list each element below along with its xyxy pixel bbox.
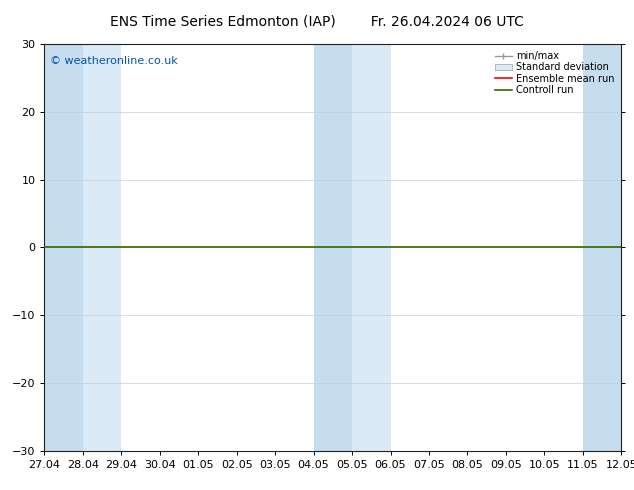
Bar <box>44 44 83 451</box>
Bar <box>352 44 391 451</box>
Text: ENS Time Series Edmonton (IAP)        Fr. 26.04.2024 06 UTC: ENS Time Series Edmonton (IAP) Fr. 26.04… <box>110 15 524 29</box>
Bar <box>83 44 121 451</box>
Bar <box>314 44 352 451</box>
Text: © weatheronline.co.uk: © weatheronline.co.uk <box>50 56 178 66</box>
Bar <box>583 44 621 451</box>
Legend: min/max, Standard deviation, Ensemble mean run, Controll run: min/max, Standard deviation, Ensemble me… <box>493 49 616 97</box>
